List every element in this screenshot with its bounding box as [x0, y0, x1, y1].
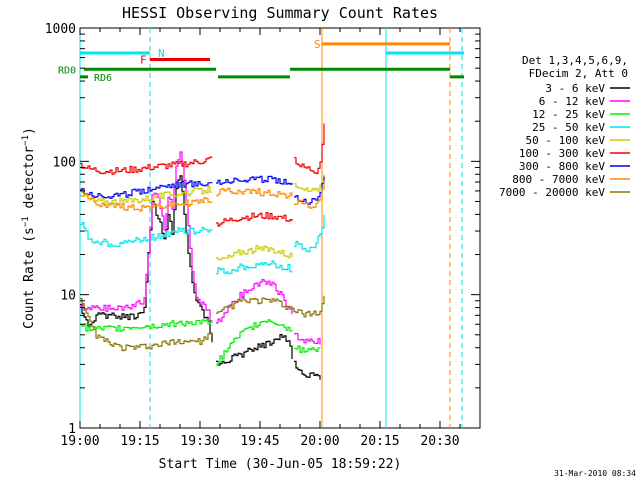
y-tick-label: 10 — [60, 289, 76, 304]
series-line — [80, 151, 213, 322]
marker-n: N — [158, 47, 165, 60]
series-line — [80, 298, 213, 352]
series-line — [80, 180, 213, 199]
series-line — [80, 192, 213, 212]
series-line — [294, 360, 321, 380]
series-line — [80, 156, 213, 175]
series-line — [216, 319, 293, 366]
axis-ticks: 19:00 19:15 19:30 19:45 20:00 20:15 20:30 1 10 10… — [45, 22, 480, 449]
series-lines — [80, 123, 325, 380]
series-line — [216, 212, 293, 227]
series-line — [80, 319, 213, 332]
timestamp: 31-Mar-2010 08:34 — [554, 469, 636, 478]
y-axis-label-part: detector — [22, 146, 37, 217]
legend-entry-label: 50 - 100 keV — [526, 134, 606, 147]
y-tick-label: 100 — [53, 155, 76, 170]
series-line — [216, 334, 293, 366]
legend-entry-label: 3 - 6 keV — [545, 82, 605, 95]
x-tick-label: 19:15 — [120, 434, 159, 449]
y-tick-label: 1000 — [45, 22, 76, 37]
legend: Det 1,3,4,5,6,9,FDecim 2, Att 0 3 - 6 keV… — [499, 54, 630, 199]
series-line — [294, 180, 325, 209]
plot-frame — [79, 27, 481, 429]
legend-entry-label: 7000 - 20000 keV — [499, 186, 605, 199]
x-tick-label: 20:00 — [300, 434, 339, 449]
series-line — [216, 279, 293, 324]
series-line — [216, 260, 293, 275]
series-line — [216, 187, 293, 199]
y-axis-label-part: −1 — [21, 216, 31, 227]
chart-title: HESSI Observing Summary Count Rates — [122, 4, 438, 22]
marker-s: S — [314, 38, 321, 51]
series-line — [294, 214, 325, 253]
legend-header: FDecim 2, Att 0 — [529, 67, 628, 80]
marker-f: F — [140, 54, 147, 67]
x-tick-label: 20:30 — [420, 434, 459, 449]
x-tick-label: 19:45 — [240, 434, 279, 449]
y-axis-label: Count Rate (s−1 detector−1) — [21, 127, 37, 329]
legend-entry-label: 800 - 7000 keV — [512, 173, 605, 186]
series-line — [80, 186, 212, 206]
x-axis-label: Start Time (30-Jun-05 18:59:22) — [159, 457, 402, 472]
x-tick-label: 20:15 — [360, 434, 399, 449]
series-line — [216, 175, 293, 185]
legend-entry-label: 100 - 300 keV — [519, 147, 605, 160]
series-line — [294, 174, 325, 192]
x-tick-label: 19:00 — [60, 434, 99, 449]
series-line — [80, 222, 213, 248]
marker-rd0: RD0 — [58, 65, 76, 76]
y-axis-label-part: −1 — [21, 135, 31, 146]
series-line — [294, 123, 325, 175]
legend-entry-label: 25 - 50 keV — [532, 121, 605, 134]
marker-rd6: RD6 — [94, 73, 112, 84]
series-line — [216, 295, 325, 318]
flag-bars: NF S RD0 RD6 — [58, 28, 464, 428]
legend-header: Det 1,3,4,5,6,9, — [522, 54, 628, 67]
series-line — [216, 245, 293, 261]
y-axis-label-part: ) — [22, 127, 37, 135]
legend-entry-label: 6 - 12 keV — [539, 95, 606, 108]
y-axis-label-part: Count Rate (s — [22, 227, 37, 329]
legend-entry-label: 300 - 800 keV — [519, 160, 605, 173]
series-line — [294, 345, 321, 354]
y-tick-label: 1 — [68, 422, 76, 437]
legend-entry-label: 12 - 25 keV — [532, 108, 605, 121]
series-line — [294, 333, 321, 345]
x-tick-label: 19:30 — [180, 434, 219, 449]
